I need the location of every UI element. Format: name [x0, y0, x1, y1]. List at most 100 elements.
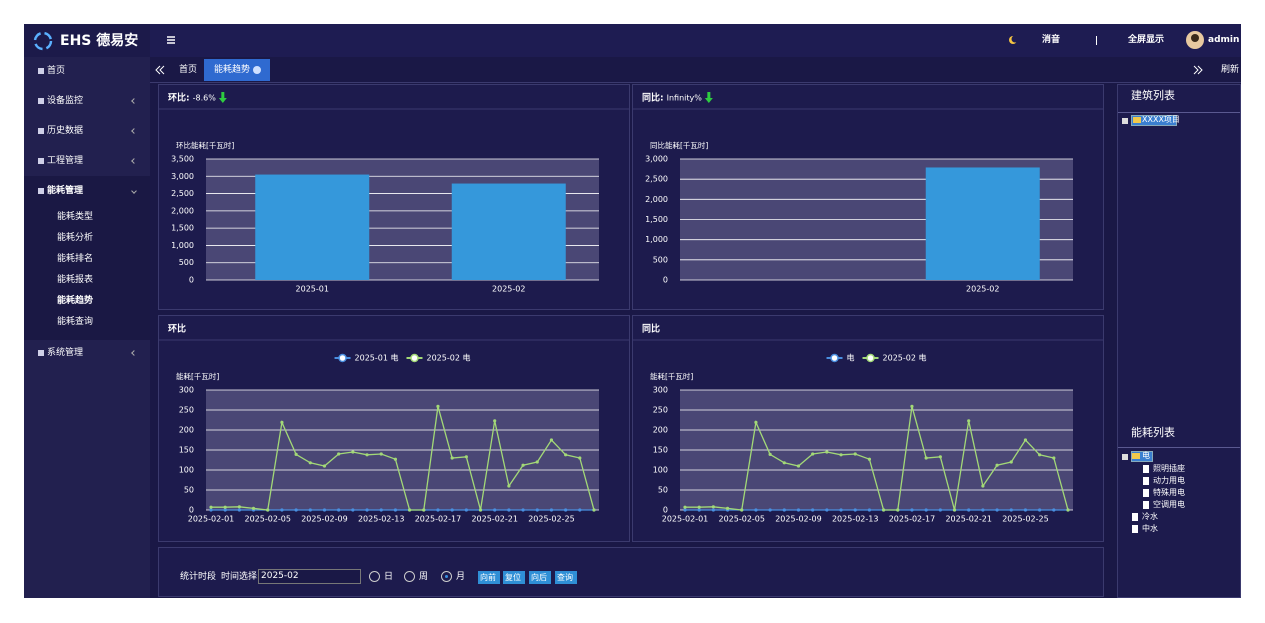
theme-icon[interactable] [1008, 35, 1018, 45]
y-tick-label: 2,000 [645, 195, 668, 204]
panel-title: 能耗列表 [1131, 426, 1175, 439]
button-label[interactable]: 向前 [480, 573, 496, 582]
menu-item[interactable]: 能耗管理 [47, 186, 84, 196]
menu-item[interactable]: 设备监控 [47, 96, 84, 106]
point [365, 453, 369, 457]
menu-toggle[interactable] [166, 35, 176, 45]
point [697, 508, 701, 512]
x-tick-label: 2025-02-21 [945, 515, 992, 524]
y-tick-label: 0 [663, 506, 668, 515]
panel: 环比 能耗[千瓦时] 0 50 100 150 200 250 300 2025-02-01 202… [158, 315, 630, 542]
down-arrow [704, 92, 713, 103]
menu-open-bg [24, 176, 150, 340]
fullscreen[interactable]: 全屏显示 [1128, 35, 1165, 45]
menu-item[interactable]: 系统管理 [47, 348, 84, 358]
tree-node[interactable]: 冷水 [1142, 512, 1158, 521]
radio-dot [445, 575, 448, 578]
y-axis-label: 能耗[千瓦时] [650, 371, 693, 381]
tab[interactable]: 能耗趋势 [214, 65, 251, 75]
input-value[interactable]: 2025-02 [261, 571, 299, 581]
button[interactable] [503, 571, 525, 584]
x-tick-label: 2025-02 [966, 285, 999, 294]
tree-node[interactable]: 特殊用电 [1153, 488, 1185, 497]
panel-title: 同比: [642, 92, 664, 104]
point [535, 508, 539, 512]
point [754, 508, 758, 512]
point [995, 508, 999, 512]
down-arrow [218, 92, 227, 103]
tab-bar [150, 57, 1241, 83]
tree-node[interactable]: XXXX项目 [1142, 115, 1180, 124]
avatar[interactable] [1186, 31, 1204, 49]
tree-node[interactable]: 动力用电 [1153, 476, 1185, 485]
radio[interactable] [404, 571, 415, 582]
button-label[interactable]: 查询 [557, 573, 573, 582]
point [535, 460, 539, 464]
submenu-item[interactable]: 能耗排名 [57, 254, 94, 264]
submenu-item[interactable]: 能耗查询 [57, 317, 94, 327]
point [322, 508, 327, 512]
point [825, 508, 829, 512]
tree-node[interactable]: 中水 [1142, 524, 1158, 533]
form-label: 时间选择 [221, 572, 258, 582]
submenu-item[interactable]: 能耗报表 [57, 275, 94, 285]
y-tick-label: 3,500 [171, 155, 194, 164]
tab[interactable]: 首页 [179, 65, 198, 75]
tab-next[interactable] [1193, 65, 1203, 75]
tree-node[interactable]: 空调用电 [1153, 500, 1185, 509]
tree-node[interactable]: 电 [1142, 451, 1150, 460]
legend: 电 2025-02 电 [826, 353, 926, 363]
tree-node[interactable]: 照明插座 [1153, 464, 1185, 473]
menu-item[interactable]: 首页 [47, 66, 66, 76]
right-panel [1117, 84, 1241, 598]
radio-label[interactable]: 日 [384, 572, 394, 582]
x-tick-label: 2025-02-05 [718, 515, 765, 524]
point [393, 457, 398, 461]
point [1023, 438, 1028, 442]
legend-label: 电 [847, 353, 855, 363]
button-label[interactable]: 向后 [531, 573, 547, 582]
point [549, 438, 554, 442]
button[interactable] [478, 571, 500, 584]
radio-label[interactable]: 月 [456, 572, 466, 582]
menu-item[interactable]: 工程管理 [47, 156, 84, 166]
panel: 环比: -8.6% 环比能耗[千瓦时] 0 500 1,000 1,500 2,000 2,50… [158, 84, 630, 310]
series-line [211, 406, 595, 511]
radio[interactable] [441, 571, 452, 582]
refresh[interactable]: 刷新 [1221, 65, 1240, 75]
button[interactable] [529, 571, 551, 584]
active-tab-bg [204, 59, 270, 81]
top-bar: 消音 全屏显示 admin [150, 24, 1241, 57]
user[interactable]: admin [1208, 35, 1240, 45]
submenu-item[interactable]: 能耗趋势 [57, 296, 94, 306]
button[interactable] [555, 571, 577, 584]
y-tick-label: 3,000 [645, 155, 668, 164]
menu-item[interactable]: 历史数据 [47, 126, 84, 136]
point [1038, 453, 1042, 457]
tab-prev[interactable] [155, 65, 165, 75]
radio-label[interactable]: 周 [419, 572, 429, 582]
x-tick-label: 2025-01 [296, 285, 329, 294]
y-tick-label: 100 [653, 466, 668, 475]
point [450, 456, 454, 460]
y-tick-label: 0 [663, 276, 668, 285]
point [853, 508, 857, 512]
doc-icon [1143, 477, 1149, 485]
input[interactable] [258, 569, 361, 584]
y-tick-label: 50 [184, 486, 194, 495]
mute[interactable]: 消音 [1042, 35, 1061, 45]
submenu-item[interactable]: 能耗分析 [57, 233, 94, 243]
point [967, 508, 971, 512]
button-label[interactable]: 复位 [505, 573, 521, 582]
doc-icon [1132, 513, 1138, 521]
point [308, 508, 312, 512]
folder-icon [1133, 117, 1141, 123]
radio[interactable] [369, 571, 380, 582]
point [1066, 508, 1070, 512]
point [280, 508, 284, 512]
submenu-item[interactable]: 能耗类型 [57, 212, 94, 222]
point [493, 508, 497, 512]
point [478, 508, 483, 512]
point [592, 508, 596, 512]
